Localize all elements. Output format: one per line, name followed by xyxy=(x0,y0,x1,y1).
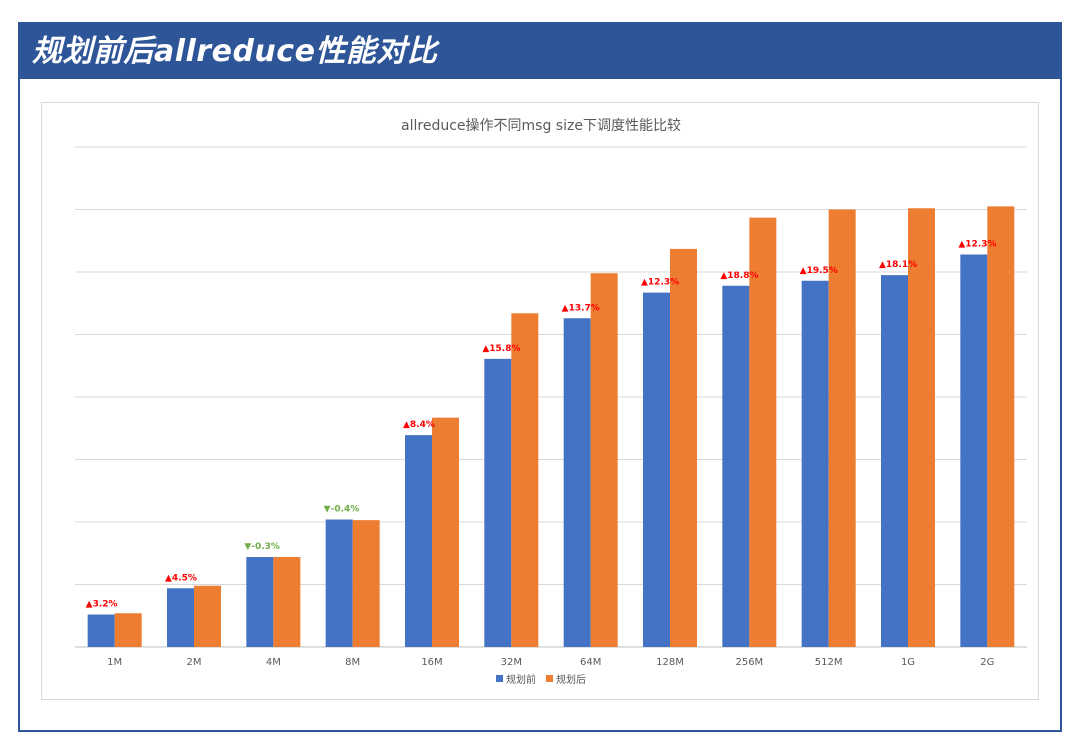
bar-before-16M xyxy=(405,435,432,647)
bar-after-2M xyxy=(194,585,221,647)
bar-after-1G xyxy=(908,208,935,647)
change-label: ▲13.7% xyxy=(562,303,600,313)
x-tick-label: 32M xyxy=(501,657,522,668)
legend-label: 规划后 xyxy=(556,673,586,686)
x-tick-label: 16M xyxy=(421,657,442,668)
bar-before-2M xyxy=(167,588,194,647)
change-label: ▼-0.4% xyxy=(324,505,360,515)
x-tick-label: 4M xyxy=(266,657,281,668)
x-axis-ticks: 1M 2M 4M 8M 16M 32M 64M 128M 256M 512M 1G 2G xyxy=(107,657,994,668)
bar-before-1G xyxy=(881,275,908,647)
x-tick-label: 256M xyxy=(735,657,763,668)
bar-after-128M xyxy=(670,248,697,647)
change-label: ▼-0.3% xyxy=(244,542,280,552)
change-label: ▲18.1% xyxy=(879,260,917,270)
bar-before-32M xyxy=(484,358,512,647)
x-tick-label: 8M xyxy=(345,657,360,668)
bar-before-2G xyxy=(960,254,988,647)
bar-before-8M xyxy=(325,519,353,647)
bar-after-4M xyxy=(273,557,301,647)
change-label: ▲19.5% xyxy=(800,266,838,276)
bar-before-4M xyxy=(246,557,274,647)
legend: 规划前 规划后 xyxy=(496,673,586,686)
x-tick-label: 128M xyxy=(656,657,684,668)
change-label: ▲8.4% xyxy=(403,420,435,430)
page-header: 规划前后allreduce性能对比 xyxy=(20,24,1060,79)
change-label: ▲12.3% xyxy=(958,240,996,250)
bar-before-512M xyxy=(801,280,829,647)
bar-before-64M xyxy=(563,318,591,647)
legend-label: 规划前 xyxy=(506,673,536,686)
bar-after-256M xyxy=(749,217,777,647)
chart-title: allreduce操作不同msg size下调度性能比较 xyxy=(401,118,681,134)
x-tick-label: 2M xyxy=(187,657,202,668)
change-label: ▲3.2% xyxy=(86,600,118,610)
bar-after-16M xyxy=(432,417,459,647)
bar-before-128M xyxy=(643,292,670,647)
change-label: ▲4.5% xyxy=(165,573,197,583)
bar-after-2G xyxy=(987,206,1015,647)
frame: 规划前后allreduce性能对比 allreduce操作不同msg size下… xyxy=(18,22,1062,732)
bar-after-32M xyxy=(511,313,539,647)
x-tick-label: 1G xyxy=(901,657,915,668)
bar-after-8M xyxy=(352,520,380,647)
x-tick-label: 64M xyxy=(580,657,601,668)
x-tick-label: 2G xyxy=(980,657,994,668)
legend-swatch xyxy=(496,675,503,682)
bar-after-512M xyxy=(828,209,856,647)
change-label: ▲18.8% xyxy=(720,271,758,281)
chart-container: allreduce操作不同msg size下调度性能比较 ▲3.2% ▲4.5% ▼… xyxy=(41,102,1039,700)
x-tick-label: 512M xyxy=(815,657,843,668)
bars xyxy=(87,206,1015,647)
legend-swatch xyxy=(546,675,553,682)
gridlines xyxy=(75,146,1027,648)
bar-after-1M xyxy=(114,613,142,647)
bar-chart: allreduce操作不同msg size下调度性能比较 ▲3.2% ▲4.5% ▼… xyxy=(75,118,1027,686)
page-title: 规划前后allreduce性能对比 xyxy=(32,34,438,69)
bar-before-1M xyxy=(87,614,115,647)
change-label: ▲12.3% xyxy=(641,278,679,288)
bar-before-256M xyxy=(722,285,750,647)
change-label: ▲15.8% xyxy=(482,344,520,354)
bar-after-64M xyxy=(590,273,618,647)
x-tick-label: 1M xyxy=(107,657,122,668)
data-labels: ▲3.2% ▲4.5% ▼-0.3% ▼-0.4% ▲8.4% ▲15.8% ▲13.7% ▲… xyxy=(86,240,997,610)
